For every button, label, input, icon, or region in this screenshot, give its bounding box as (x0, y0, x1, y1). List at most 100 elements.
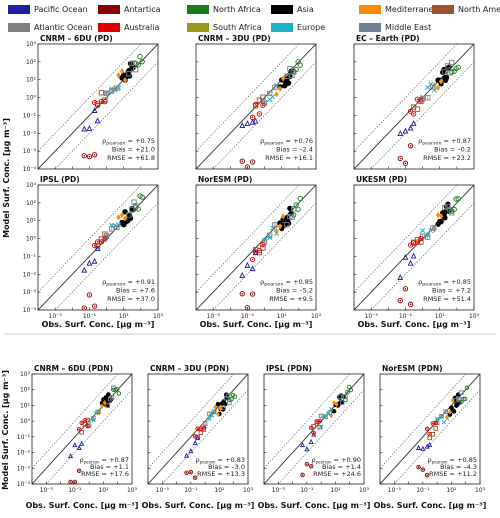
data-point (133, 66, 139, 73)
x-tick-label: 10³ (243, 487, 254, 494)
data-point (198, 426, 204, 431)
pearson-value: +0.87 (109, 456, 129, 464)
rmse-equals: = (125, 154, 135, 162)
pearson-equals: = (283, 278, 293, 286)
data-point (68, 453, 74, 459)
data-point-center (409, 110, 412, 113)
data-point (308, 463, 314, 469)
data-point-center (426, 474, 428, 476)
data-point (192, 440, 198, 446)
data-point (184, 470, 189, 476)
data-point (133, 203, 139, 209)
legend-item: Mediterranean (359, 2, 444, 16)
pearson-symbol: ρ (196, 456, 200, 464)
rmse-label: RMSE (81, 470, 99, 478)
bias-stat: Bias = +7.2 (432, 287, 471, 295)
bias-equals: = (448, 146, 458, 154)
data-point (293, 202, 299, 208)
pearson-stat: ρpearson = +0.87 (80, 456, 129, 465)
y-tick-label: 10⁻² (23, 130, 37, 137)
pearson-value: +0.87 (451, 137, 471, 145)
data-points (239, 59, 303, 170)
rmse-stat: RMSE = +9.5 (269, 295, 313, 303)
pearson-symbol: ρ (418, 278, 422, 286)
data-points (68, 385, 122, 485)
data-point-center (194, 435, 196, 438)
scatter-panel: 10⁻³ 10⁻¹ 10¹ 10³ NorESM (PDN) ρpearson = +0.… (379, 364, 486, 494)
bias-stat: Bias = +1.4 (322, 463, 361, 471)
data-point (188, 469, 194, 475)
data-point (244, 164, 251, 170)
pearson-symbol: ρ (260, 278, 264, 286)
data-point-center (258, 113, 261, 115)
data-point (244, 261, 251, 268)
data-point (427, 441, 433, 447)
pearson-subscript: pearson (422, 141, 441, 147)
rmse-equals: = (283, 154, 293, 162)
rmse-equals: = (331, 470, 341, 478)
data-point-center (432, 422, 434, 425)
rmse-value: +61.8 (135, 154, 155, 162)
data-point-center (258, 249, 261, 252)
data-point (435, 211, 441, 219)
data-point-center (80, 422, 83, 424)
data-point (244, 305, 251, 311)
data-point (407, 259, 414, 266)
x-tick-label: 10³ (469, 313, 480, 320)
data-point-center (241, 160, 244, 162)
data-point (139, 59, 145, 65)
data-point (79, 420, 84, 426)
data-point (418, 235, 424, 242)
data-point (424, 426, 430, 432)
data-point (311, 430, 316, 436)
y-tick-label: 10² (26, 59, 37, 66)
data-point (455, 196, 461, 202)
panel-title: IPSL (PDN) (266, 364, 312, 373)
x-tick-label: 10⁻¹ (68, 487, 82, 494)
data-point (451, 206, 457, 213)
y-axis-title-small: Model Surf. Conc. [μg m⁻³] (1, 370, 10, 490)
data-point (252, 117, 259, 124)
data-point (227, 397, 232, 403)
rmse-label: RMSE (265, 154, 283, 162)
rmse-equals: = (447, 470, 457, 478)
data-point-center (312, 432, 315, 434)
bias-stat: Bias = +1.1 (90, 463, 129, 471)
data-point-center (93, 153, 96, 156)
data-point-center (409, 303, 412, 306)
x-tick-label: 10⁻¹ (241, 313, 255, 320)
pearson-stat: ρpearson = +0.90 (312, 456, 361, 465)
bias-stat: Bias = –5.2 (276, 287, 313, 295)
legend-label: Pacific Ocean (34, 4, 88, 14)
data-point (81, 266, 88, 273)
data-point (129, 206, 135, 213)
pearson-symbol: ρ (102, 137, 106, 145)
data-point (285, 220, 292, 226)
pearson-value: +0.91 (135, 278, 155, 286)
rmse-label: RMSE (269, 295, 287, 303)
data-point (127, 215, 134, 221)
data-point (81, 305, 87, 311)
legend-swatch (271, 4, 293, 14)
pearson-stat: ρpearson = +0.85 (428, 456, 477, 465)
data-point (86, 125, 93, 131)
data-point (414, 239, 421, 245)
data-point (260, 102, 266, 108)
x-axis-title-small: Obs. Surf. Conc. [μg m⁻³] (26, 501, 139, 510)
data-point-center (93, 305, 96, 307)
bias-equals: = (222, 463, 232, 471)
data-point-center (96, 104, 99, 107)
panel-title: UKESM (PD) (356, 175, 407, 184)
data-point (300, 441, 306, 448)
y-tick-label: 10⁻¹ (23, 253, 37, 260)
bias-equals: = (290, 146, 300, 154)
data-point (126, 67, 132, 74)
rmse-label: RMSE (423, 154, 441, 162)
data-point (116, 391, 122, 396)
bias-value: –4.3 (463, 463, 477, 471)
rmse-label: RMSE (429, 470, 447, 478)
x-tick-label: 10¹ (214, 487, 225, 494)
y-tick-label: 10⁻³ (17, 465, 31, 472)
data-point-center (301, 474, 304, 476)
data-point (451, 409, 457, 414)
